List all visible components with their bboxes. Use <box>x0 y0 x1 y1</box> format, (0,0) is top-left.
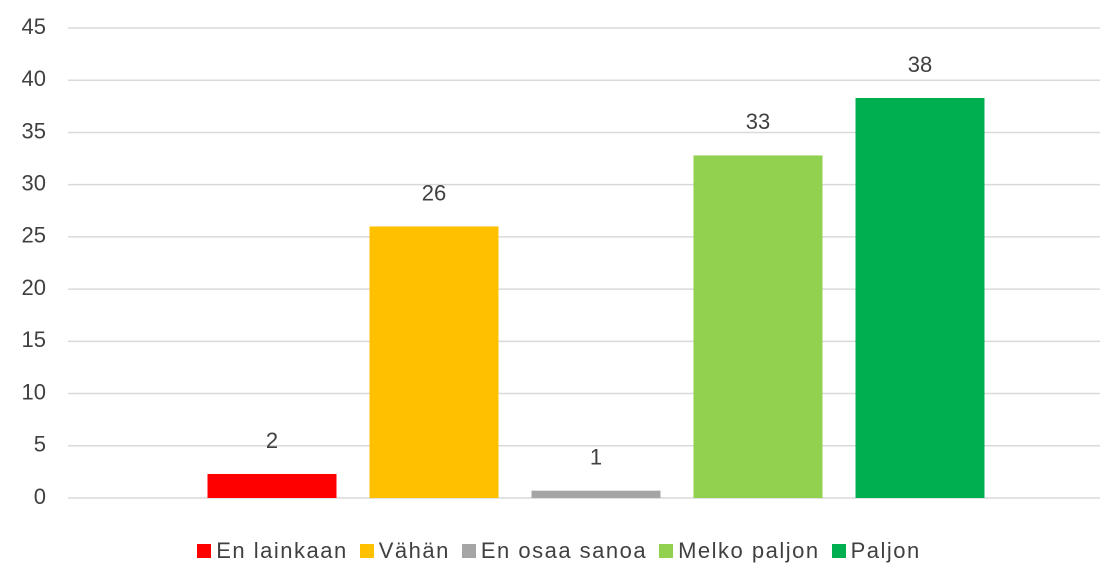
legend-swatch <box>197 544 212 558</box>
legend-label: Paljon <box>850 538 921 563</box>
legend-item: Melko paljon <box>659 538 820 564</box>
data-label: 38 <box>908 52 932 77</box>
data-label: 2 <box>266 428 278 453</box>
y-tick-label: 0 <box>34 484 46 509</box>
y-tick-label: 5 <box>34 432 46 457</box>
legend-item: Paljon <box>831 538 921 564</box>
bar <box>207 473 337 498</box>
legend-label: Vähän <box>378 538 450 563</box>
y-tick-label: 25 <box>22 223 46 248</box>
legend-item: En osaa sanoa <box>461 538 648 564</box>
bar <box>855 97 985 498</box>
y-tick-label: 10 <box>22 379 46 404</box>
legend-swatch <box>831 544 846 558</box>
legend-swatch <box>659 544 674 558</box>
y-tick-label: 35 <box>22 118 46 143</box>
legend-label: Melko paljon <box>678 538 820 563</box>
y-tick-label: 30 <box>22 170 46 195</box>
data-label: 26 <box>422 180 446 205</box>
legend-label: En lainkaan <box>216 538 348 563</box>
bar <box>693 155 823 498</box>
legend-swatch <box>461 544 476 558</box>
y-tick-label: 20 <box>22 275 46 300</box>
y-tick-label: 15 <box>22 327 46 352</box>
legend: En lainkaan Vähän En osaa sanoa Melko paljo… <box>0 538 1118 564</box>
legend-swatch <box>359 544 374 558</box>
legend-label: En osaa sanoa <box>480 538 648 563</box>
legend-item: En lainkaan <box>197 538 347 564</box>
bar <box>369 226 499 498</box>
chart: 0 5 10 15 20 25 30 35 40 45 2 26 1 33 38 <box>22 14 1100 509</box>
y-tick-label: 40 <box>22 66 46 91</box>
data-label: 33 <box>746 109 770 134</box>
data-label: 1 <box>590 445 602 470</box>
y-tick-label: 45 <box>22 14 46 39</box>
legend-item: Vähän <box>359 538 450 564</box>
bar <box>531 490 661 498</box>
